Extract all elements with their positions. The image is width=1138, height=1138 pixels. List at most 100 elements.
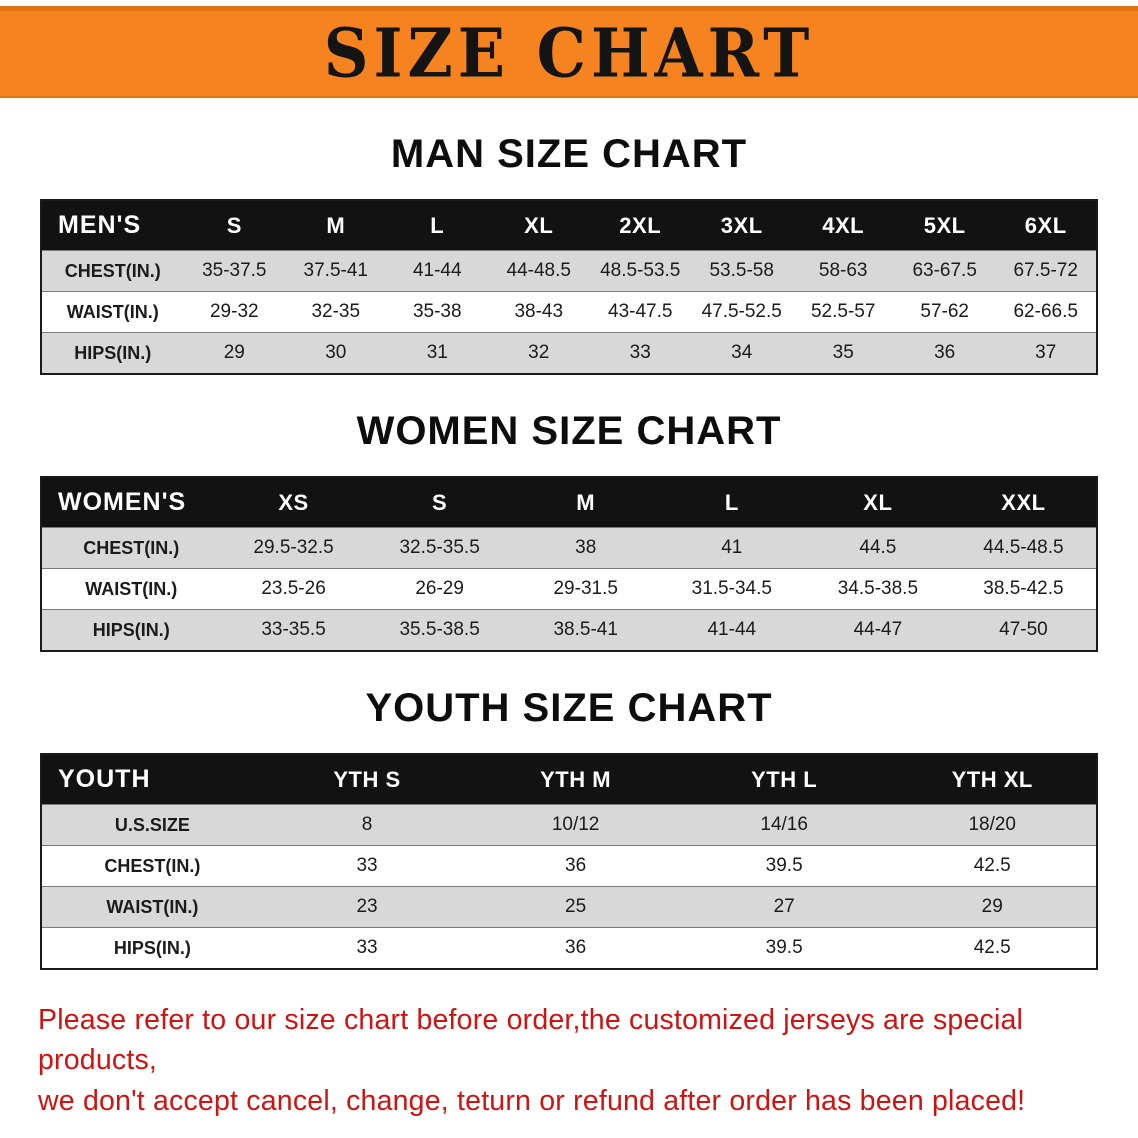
men-waist-value-2: 35-38 — [386, 291, 488, 333]
men-chest-value-7: 63-67.5 — [893, 250, 996, 292]
page-title: SIZE CHART — [323, 14, 815, 93]
youth-chest-value-0: 33 — [262, 845, 472, 887]
women-row-label-waist: WAIST(IN.) — [41, 568, 221, 610]
men-chest-value-2: 41-44 — [386, 250, 488, 292]
women-waist-value-2: 29-31.5 — [512, 568, 659, 610]
men-table-title-cell: MEN'S — [41, 200, 184, 251]
women-hips-value-2: 38.5-41 — [512, 609, 659, 651]
youth-chest-value-2: 39.5 — [679, 845, 889, 887]
women-size-column-header-s: S — [366, 477, 513, 528]
youth-chest-value-3: 42.5 — [888, 845, 1097, 887]
men-hips-value-1: 30 — [285, 332, 387, 374]
men-row-chest: CHEST(IN.) 35-37.5 37.5-41 41-44 44-48.5 48.5… — [41, 250, 1097, 292]
women-chest-value-1: 32.5-35.5 — [366, 527, 513, 569]
youth-waist-value-3: 29 — [888, 886, 1097, 928]
youth-section-heading: YOUTH SIZE CHART — [365, 686, 773, 730]
women-size-column-header-xl: XL — [804, 477, 951, 528]
youth-waist-value-2: 27 — [679, 886, 889, 928]
youth-hips-value-2: 39.5 — [679, 927, 889, 969]
women-chest-value-3: 41 — [658, 527, 805, 569]
men-waist-value-7: 57-62 — [893, 291, 996, 333]
men-hips-value-0: 29 — [183, 332, 286, 374]
women-chest-value-4: 44.5 — [804, 527, 951, 569]
youth-size-column-header-yth-s: YTH S — [262, 754, 472, 805]
men-size-column-header-4xl: 4XL — [792, 200, 894, 251]
youth-row-chest: CHEST(IN.) 33 36 39.5 42.5 — [41, 845, 1097, 887]
youth-row-ussize: U.S.SIZE 8 10/12 14/16 18/20 — [41, 804, 1097, 846]
men-hips-value-8: 37 — [995, 332, 1097, 374]
youth-hips-value-0: 33 — [262, 927, 472, 969]
youth-size-column-header-yth-l: YTH L — [679, 754, 889, 805]
men-size-column-header-m: M — [285, 200, 387, 251]
men-hips-value-2: 31 — [386, 332, 488, 374]
women-size-column-header-xxl: XXL — [950, 477, 1097, 528]
youth-size-table: YOUTH YTH S YTH M YTH L YTH XL U.S.SIZE 8 10/12… — [40, 753, 1098, 970]
women-size-column-header-m: M — [512, 477, 659, 528]
youth-size-column-header-yth-m: YTH M — [471, 754, 680, 805]
women-chest-value-0: 29.5-32.5 — [220, 527, 367, 569]
men-size-column-header-5xl: 5XL — [893, 200, 996, 251]
men-waist-value-6: 52.5-57 — [792, 291, 894, 333]
youth-waist-value-0: 23 — [262, 886, 472, 928]
men-row-label-hips: HIPS(IN.) — [41, 332, 184, 374]
women-chest-value-5: 44.5-48.5 — [950, 527, 1097, 569]
men-chest-value-1: 37.5-41 — [285, 250, 387, 292]
youth-ussize-value-1: 10/12 — [471, 804, 680, 846]
women-size-chart-section: WOMEN SIZE CHART WOMEN'S XS S M L XL XXL CHEST(I… — [0, 409, 1138, 652]
men-row-label-chest: CHEST(IN.) — [41, 250, 184, 292]
women-row-hips: HIPS(IN.) 33-35.5 35.5-38.5 38.5-41 41-44 44-… — [41, 609, 1097, 651]
women-size-table: WOMEN'S XS S M L XL XXL CHEST(IN.) 29.5-32.5 32.5… — [40, 476, 1098, 652]
men-chest-value-8: 67.5-72 — [995, 250, 1097, 292]
men-chest-value-4: 48.5-53.5 — [589, 250, 691, 292]
notice-line-2: we don't accept cancel, change, teturn o… — [38, 1084, 1026, 1117]
women-row-waist: WAIST(IN.) 23.5-26 26-29 29-31.5 31.5-34.5 34… — [41, 568, 1097, 610]
men-waist-value-1: 32-35 — [285, 291, 387, 333]
men-size-chart-section: MAN SIZE CHART MEN'S S M L XL 2XL 3XL 4XL 5XL 6XL C… — [0, 132, 1138, 375]
youth-ussize-value-0: 8 — [262, 804, 472, 846]
men-size-column-header-xl: XL — [488, 200, 590, 251]
men-chest-value-3: 44-48.5 — [488, 250, 590, 292]
youth-row-label-ussize: U.S.SIZE — [41, 804, 263, 846]
women-waist-value-5: 38.5-42.5 — [950, 568, 1097, 610]
women-waist-value-3: 31.5-34.5 — [658, 568, 805, 610]
men-waist-value-0: 29-32 — [183, 291, 286, 333]
men-hips-value-5: 34 — [690, 332, 793, 374]
men-size-column-header-2xl: 2XL — [589, 200, 691, 251]
women-section-heading: WOMEN SIZE CHART — [356, 409, 782, 453]
footer-notice: Please refer to our size chart before or… — [38, 1000, 1094, 1121]
men-size-column-header-l: L — [386, 200, 488, 251]
size-chart-banner: SIZE CHART — [0, 6, 1138, 98]
youth-hips-value-3: 42.5 — [888, 927, 1097, 969]
men-size-column-header-s: S — [183, 200, 286, 251]
women-row-label-chest: CHEST(IN.) — [41, 527, 221, 569]
men-section-heading: MAN SIZE CHART — [390, 132, 748, 176]
women-waist-value-4: 34.5-38.5 — [804, 568, 951, 610]
youth-row-label-hips: HIPS(IN.) — [41, 927, 263, 969]
women-hips-value-0: 33-35.5 — [220, 609, 367, 651]
men-row-waist: WAIST(IN.) 29-32 32-35 35-38 38-43 43-47.5 47.… — [41, 291, 1097, 333]
men-hips-value-6: 35 — [792, 332, 894, 374]
women-row-label-hips: HIPS(IN.) — [41, 609, 221, 651]
men-hips-value-7: 36 — [893, 332, 996, 374]
youth-size-chart-section: YOUTH SIZE CHART YOUTH YTH S YTH M YTH L YTH … — [0, 686, 1138, 970]
size-chart-sections: MAN SIZE CHART MEN'S S M L XL 2XL 3XL 4XL 5XL 6XL C… — [0, 132, 1138, 970]
men-header-row: MEN'S S M L XL 2XL 3XL 4XL 5XL 6XL — [41, 200, 1097, 251]
women-hips-value-5: 47-50 — [950, 609, 1097, 651]
women-header-row: WOMEN'S XS S M L XL XXL — [41, 477, 1097, 528]
men-waist-value-5: 47.5-52.5 — [690, 291, 793, 333]
men-size-table: MEN'S S M L XL 2XL 3XL 4XL 5XL 6XL CHEST(IN.) 35-37… — [40, 199, 1098, 375]
women-table-title-cell: WOMEN'S — [41, 477, 221, 528]
men-row-label-waist: WAIST(IN.) — [41, 291, 184, 333]
notice-line-1: Please refer to our size chart before or… — [38, 1004, 1024, 1077]
youth-waist-value-1: 25 — [471, 886, 680, 928]
men-hips-value-4: 33 — [589, 332, 691, 374]
women-hips-value-4: 44-47 — [804, 609, 951, 651]
women-row-chest: CHEST(IN.) 29.5-32.5 32.5-35.5 38 41 44.5 44.5… — [41, 527, 1097, 569]
youth-chest-value-1: 36 — [471, 845, 680, 887]
women-size-column-header-xs: XS — [220, 477, 367, 528]
youth-hips-value-1: 36 — [471, 927, 680, 969]
women-waist-value-1: 26-29 — [366, 568, 513, 610]
men-waist-value-8: 62-66.5 — [995, 291, 1097, 333]
youth-size-column-header-yth-xl: YTH XL — [888, 754, 1097, 805]
men-waist-value-4: 43-47.5 — [589, 291, 691, 333]
